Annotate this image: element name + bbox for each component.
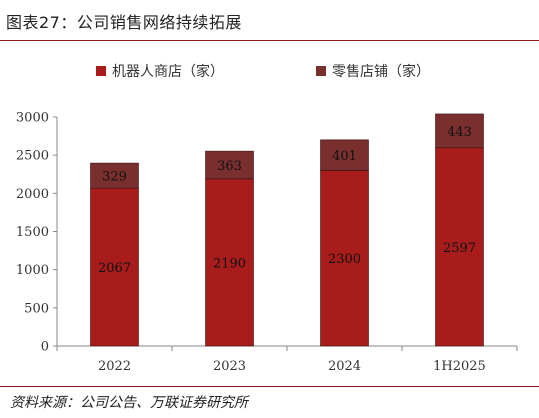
- data-label: 2190: [213, 256, 246, 271]
- bar-segment: [435, 147, 484, 347]
- stacked-bar-chart: 机器人商店（家） 零售店铺（家） 0 500 1000 1500 2000 2500 3000…: [16, 63, 518, 374]
- data-label: 2300: [328, 252, 361, 267]
- y-tick-label: 1500: [16, 225, 49, 240]
- data-label: 363: [217, 159, 242, 174]
- legend-label: 机器人商店（家）: [112, 63, 224, 80]
- axes: 0 500 1000 1500 2000 2500 3000 2022 2023 2024 1H20…: [16, 111, 518, 374]
- data-label: 401: [332, 149, 357, 164]
- y-tick-label: 3000: [16, 111, 49, 126]
- data-label: 2597: [443, 241, 476, 256]
- y-tick-label: 500: [24, 301, 49, 316]
- bar-segment: [320, 170, 369, 347]
- y-tick-label: 1000: [16, 263, 49, 278]
- bar-segment: [90, 187, 139, 347]
- y-tick-label: 2500: [16, 149, 49, 164]
- legend-label: 零售店铺（家）: [332, 63, 430, 80]
- x-tick-label: 1H2025: [433, 359, 486, 374]
- legend: 机器人商店（家） 零售店铺（家）: [96, 63, 430, 80]
- bar-segment: [90, 162, 139, 189]
- bar-segment: [205, 178, 254, 347]
- figure-title: 图表27：公司销售网络持续拓展: [6, 13, 242, 32]
- x-tick-label: 2024: [328, 359, 361, 374]
- bars: 2067 329 2190 363 2300 401 2597 443: [90, 113, 484, 347]
- bar-segment: [320, 139, 369, 171]
- x-tick-label: 2023: [213, 359, 246, 374]
- legend-swatch: [96, 66, 106, 76]
- x-tick-label: 2022: [98, 359, 131, 374]
- y-tick-label: 2000: [16, 187, 49, 202]
- legend-swatch: [316, 66, 326, 76]
- y-tick-label: 0: [41, 340, 49, 355]
- data-label: 443: [447, 125, 472, 140]
- data-label: 329: [102, 170, 127, 185]
- title-rule: [0, 40, 539, 41]
- footer-rule: [0, 386, 539, 387]
- bar-segment: [435, 113, 484, 149]
- bar-segment: [205, 150, 254, 180]
- source-note: 资料来源：公司公告、万联证券研究所: [10, 395, 248, 411]
- data-label: 2067: [98, 261, 131, 276]
